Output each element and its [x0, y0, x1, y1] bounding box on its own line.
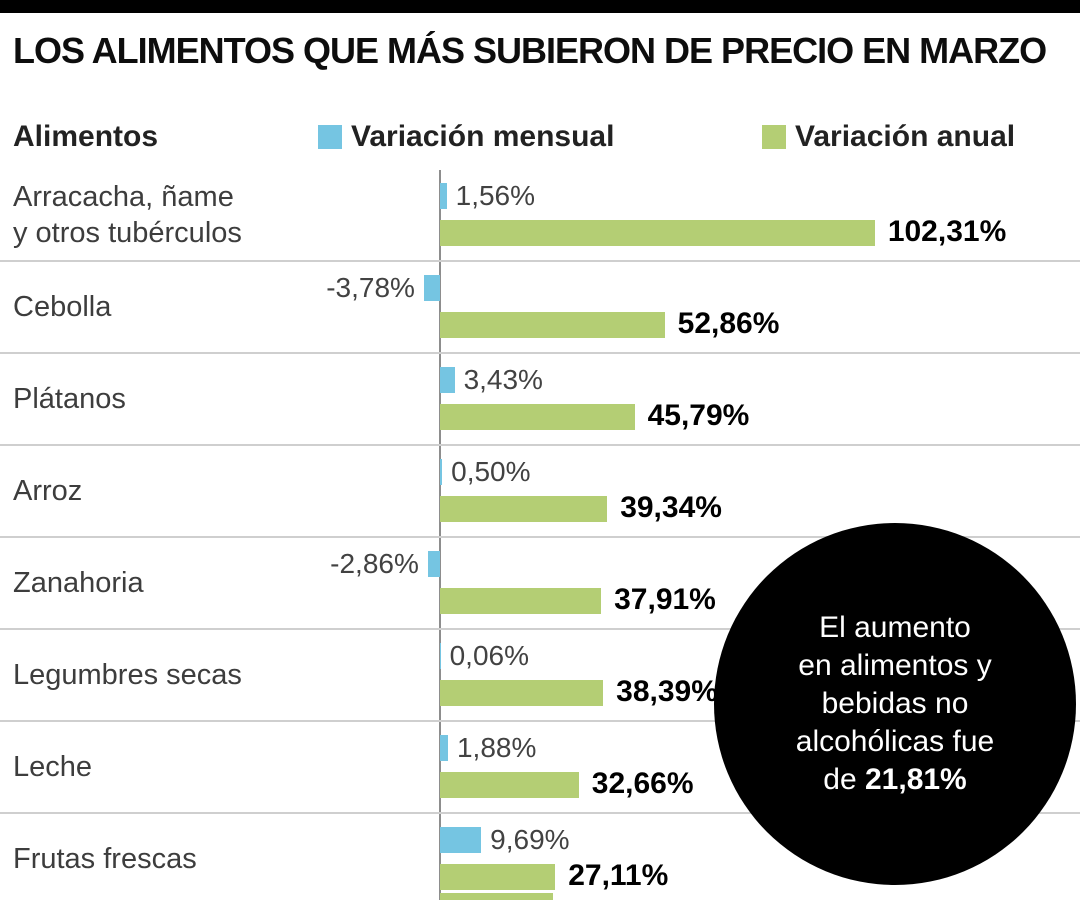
monthly-variation-bar — [440, 735, 448, 761]
food-label-line: Leche — [13, 751, 93, 783]
annual-value-label: 32,66% — [591, 767, 694, 800]
callout-last-line-prefix: de — [823, 763, 865, 796]
callout-line: alcohólicas fue — [795, 725, 995, 758]
food-label: Frutas frescas — [13, 814, 197, 900]
annual-value-label: 39,34% — [620, 491, 722, 524]
monthly-value-label: 1,56% — [455, 180, 536, 211]
monthly-value-label: 0,50% — [451, 456, 531, 487]
annual-value-label: 45,79% — [647, 399, 750, 432]
food-label: Plátanos — [13, 354, 126, 444]
food-label-line: Legumbres secas — [13, 659, 242, 691]
annual-value-label: 38,39% — [616, 675, 718, 708]
monthly-variation-bar — [440, 643, 441, 669]
column-header-alimentos: Alimentos — [13, 120, 159, 153]
food-label-line: Plátanos — [13, 383, 126, 415]
chart-title: LOS ALIMENTOS QUE MÁS SUBIERON DE PRECIO… — [13, 30, 1047, 71]
food-label: Zanahoria — [13, 538, 144, 628]
annual-variation-bar — [440, 496, 608, 522]
chart-row: Zanahoria -2,86% 37,91% — [0, 538, 1080, 630]
monthly-value-label: 0,06% — [449, 640, 529, 671]
legend-item-annual: Variación anual — [762, 120, 1015, 154]
annual-variation-bar — [440, 680, 604, 706]
food-label-line: Cebolla — [13, 291, 112, 323]
annual-value-label: 37,91% — [614, 583, 716, 616]
monthly-value-label: 3,43% — [463, 364, 543, 395]
annual-variation-swatch-icon — [762, 125, 786, 149]
food-label: Arroz — [13, 446, 82, 536]
annual-variation-bar — [440, 864, 556, 890]
annual-variation-bar — [440, 772, 579, 798]
top-accent-bar — [0, 0, 1080, 13]
zero-baseline-axis — [439, 170, 441, 900]
monthly-value-label: -2,86% — [330, 548, 419, 579]
callout-line: bebidas no — [821, 687, 969, 720]
chart-row: Plátanos 3,43% 45,79% — [0, 354, 1080, 446]
food-label: Leche — [13, 722, 92, 812]
monthly-variation-bar — [440, 827, 482, 853]
food-label-line: Zanahoria — [13, 567, 144, 599]
food-label-line: Frutas frescas — [13, 843, 197, 875]
monthly-value-label: 9,69% — [490, 824, 570, 855]
callout-line: en alimentos y — [798, 649, 992, 682]
chart-rows: Arracacha, ñame y otros tubérculos 1,56% 10… — [0, 170, 1080, 900]
legend-annual-label: Variación anual — [795, 120, 1016, 153]
food-label-line: Arroz — [13, 475, 83, 507]
monthly-variation-swatch-icon — [318, 125, 342, 149]
chart-row: Frutas frescas 9,69% 27,11% — [0, 814, 1080, 900]
annual-value-label: 102,31% — [887, 215, 1007, 248]
monthly-value-label: -3,78% — [326, 272, 415, 303]
annual-variation-bar — [440, 404, 635, 430]
monthly-variation-bar — [440, 183, 447, 209]
annual-variation-bar — [440, 588, 602, 614]
monthly-variation-bar — [427, 551, 440, 577]
chart-row: Cebolla -3,78% 52,86% — [0, 262, 1080, 354]
food-label: Legumbres secas — [13, 630, 242, 720]
annual-variation-bar — [440, 220, 875, 246]
chart-row: Legumbres secas 0,06% 38,39% — [0, 630, 1080, 722]
annual-value-label: 52,86% — [677, 307, 780, 340]
chart-row: Arroz 0,50% 39,34% — [0, 446, 1080, 538]
chart-row: Leche 1,88% 32,66% — [0, 722, 1080, 814]
legend-monthly-label: Variación mensual — [351, 120, 615, 153]
callout-line: El aumento — [819, 611, 971, 644]
food-label-line: y otros tubérculos — [13, 217, 242, 249]
monthly-value-label: 1,88% — [456, 732, 537, 763]
chart-row: Arracacha, ñame y otros tubérculos 1,56% 10… — [0, 170, 1080, 262]
next-row-partial-annual-bar — [440, 893, 553, 900]
food-label-line: Arracacha, ñame — [13, 181, 234, 213]
annual-variation-bar — [440, 312, 665, 338]
monthly-variation-bar — [423, 275, 440, 301]
annual-value-label: 27,11% — [568, 859, 669, 892]
legend-item-monthly: Variación mensual — [318, 120, 614, 154]
food-label: Cebolla — [13, 262, 111, 352]
monthly-variation-bar — [440, 367, 455, 393]
callout-highlight-value: 21,81% — [864, 763, 967, 796]
monthly-variation-bar — [440, 459, 443, 485]
callout-circle: El aumento en alimentos y bebidas no alc… — [714, 523, 1076, 885]
food-label: Arracacha, ñame y otros tubérculos — [13, 170, 242, 260]
callout-line-last: de 21,81% — [714, 761, 1076, 799]
